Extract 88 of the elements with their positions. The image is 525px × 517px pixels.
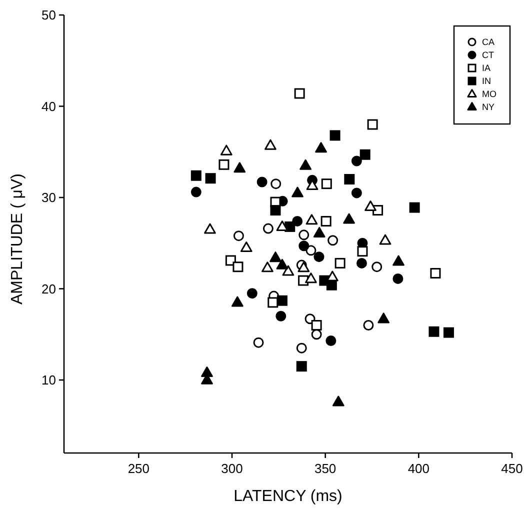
point xyxy=(220,144,232,156)
x-axis-title: LATENCY (ms) xyxy=(234,488,342,505)
legend-label: NY xyxy=(482,102,495,112)
legend-label: IN xyxy=(482,76,491,86)
point xyxy=(326,280,337,290)
x-tick-label: 400 xyxy=(408,461,430,476)
point xyxy=(292,216,303,226)
point xyxy=(311,320,322,330)
point xyxy=(321,178,332,190)
point xyxy=(326,336,336,346)
point xyxy=(392,273,404,284)
point xyxy=(367,119,378,130)
point xyxy=(276,258,288,270)
point xyxy=(204,223,216,234)
point xyxy=(320,216,332,226)
point xyxy=(305,272,317,284)
point xyxy=(357,246,368,257)
y-axis-title: AMPLITUDE ( μV) xyxy=(9,173,26,305)
point xyxy=(328,235,338,246)
point xyxy=(294,88,305,99)
point xyxy=(270,205,281,216)
x-tick-label: 350 xyxy=(314,461,336,476)
point xyxy=(298,240,310,252)
point xyxy=(443,327,454,338)
point xyxy=(298,262,310,272)
point xyxy=(270,178,282,190)
y-tick-label: 40 xyxy=(42,98,56,114)
point xyxy=(270,252,282,262)
point xyxy=(306,214,318,225)
point xyxy=(356,258,367,268)
point xyxy=(218,159,230,170)
y-tick-label: 30 xyxy=(42,190,56,206)
point xyxy=(256,176,268,188)
point xyxy=(428,326,440,337)
point xyxy=(276,295,288,306)
point xyxy=(232,262,244,272)
point xyxy=(313,226,326,238)
point xyxy=(231,296,244,307)
point xyxy=(430,268,441,278)
point xyxy=(351,156,362,166)
point xyxy=(315,142,327,153)
point xyxy=(330,130,340,141)
point xyxy=(351,188,362,198)
point xyxy=(334,258,346,268)
point xyxy=(264,139,276,150)
point xyxy=(190,186,202,198)
point xyxy=(304,314,316,324)
point xyxy=(296,361,307,372)
y-tick-label: 50 xyxy=(42,8,56,23)
point xyxy=(372,262,382,272)
point xyxy=(379,234,392,245)
legend-label: CT xyxy=(482,50,494,60)
point xyxy=(233,230,244,242)
point xyxy=(300,159,312,170)
point xyxy=(363,320,374,330)
point xyxy=(282,265,294,276)
y-tick-label: 20 xyxy=(42,281,56,296)
x-tick-label: 300 xyxy=(221,461,243,476)
x-tick-label: 250 xyxy=(128,461,150,476)
point xyxy=(268,297,278,308)
legend-label: CA xyxy=(482,37,495,48)
point xyxy=(262,262,274,272)
legend-label: IA xyxy=(482,63,491,74)
point xyxy=(292,186,304,198)
point xyxy=(364,200,376,211)
point xyxy=(276,310,286,322)
point xyxy=(240,242,252,252)
point xyxy=(205,173,216,184)
point xyxy=(344,174,355,184)
point xyxy=(332,396,344,406)
point xyxy=(343,213,355,224)
point xyxy=(378,312,390,324)
point xyxy=(262,223,274,234)
point xyxy=(234,162,246,173)
x-tick-label: 450 xyxy=(501,461,523,476)
point xyxy=(314,252,324,262)
point xyxy=(306,245,316,256)
point xyxy=(253,337,264,348)
point xyxy=(409,202,420,213)
point xyxy=(296,342,307,354)
point xyxy=(190,170,202,181)
y-tick-label: 10 xyxy=(42,372,56,388)
legend-label: MO xyxy=(482,89,496,100)
point xyxy=(392,255,404,266)
point xyxy=(246,288,258,299)
point xyxy=(360,149,370,160)
point xyxy=(298,230,310,240)
point xyxy=(311,329,322,340)
